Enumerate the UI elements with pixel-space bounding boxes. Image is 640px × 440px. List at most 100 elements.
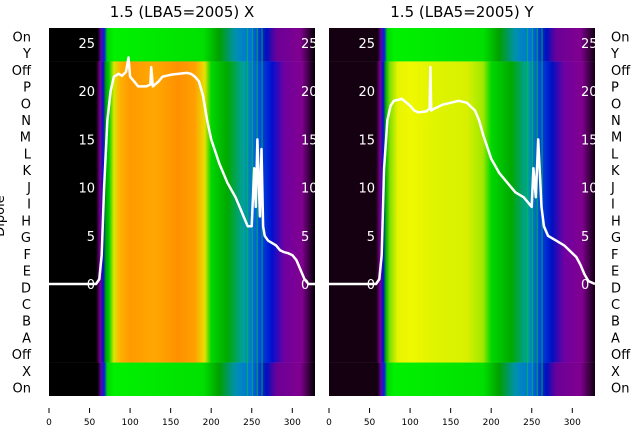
inner-y-tick-label-right: 25 (301, 37, 318, 52)
x-tick-label: 150 (442, 418, 459, 428)
row-label: N (21, 114, 31, 129)
row-label: E (23, 265, 31, 280)
heatmap-stripe (256, 28, 258, 396)
heatmap-main (49, 61, 315, 363)
inner-y-tick-label: 10 (78, 182, 95, 197)
y-axis-label: Dipole (0, 195, 8, 236)
row-label: F (611, 248, 618, 263)
inner-y-tick-label-right: 10 (581, 182, 598, 197)
heatmap-band-top (329, 28, 595, 62)
row-label: B (611, 315, 620, 330)
inner-y-tick-label: 5 (87, 230, 95, 245)
panel-x: 1.5 (LBA5=2005) X 0 0 5 5 10 10 15 15 20 20 25 25 On Y… (0, 3, 318, 428)
inner-y-tick-label-right: 5 (301, 230, 309, 245)
row-label: A (22, 331, 31, 346)
row-label: On (611, 382, 629, 397)
inner-y-tick-label-right: 0 (581, 278, 589, 293)
series-line-x (49, 56, 315, 286)
heatmap-area: 0 0 5 5 10 10 15 15 20 20 25 25 (329, 28, 598, 396)
row-label: P (611, 81, 619, 96)
inner-y-tick-label: 25 (78, 37, 95, 52)
inner-y-tick-label-right: 25 (581, 37, 598, 52)
row-label: I (27, 198, 31, 213)
row-label: H (611, 214, 621, 229)
row-label: G (21, 231, 31, 246)
inner-y-tick-label-right: 10 (301, 182, 318, 197)
inner-y-tick-label: 20 (78, 85, 95, 100)
row-label: I (611, 198, 615, 213)
x-tick-label: 0 (326, 418, 332, 428)
row-label: L (611, 147, 619, 162)
row-label: On (611, 30, 629, 45)
heatmap-main (329, 61, 595, 363)
row-label: N (611, 114, 621, 129)
panel-y: 1.5 (LBA5=2005) Y 0 0 5 5 10 10 15 15 20 20 25 25 On Y… (326, 3, 631, 428)
x-tick-label: 50 (84, 418, 96, 428)
heatmap-stripe (531, 28, 533, 396)
x-tick-label: 300 (284, 418, 301, 428)
row-label: K (611, 164, 620, 179)
row-label: D (611, 281, 621, 296)
row-label: M (20, 131, 31, 146)
row-label: X (22, 365, 31, 380)
x-tick-label: 100 (402, 418, 419, 428)
heatmap-band-top (49, 28, 315, 62)
chart-title: 1.5 (LBA5=2005) X (110, 3, 255, 21)
inner-y-tick-label: 15 (358, 133, 375, 148)
heatmap-band-bottom (329, 362, 595, 396)
inner-y-tick-label: 20 (358, 85, 375, 100)
row-label: X (611, 365, 620, 380)
row-label: H (21, 214, 31, 229)
x-tick-label: 0 (46, 418, 52, 428)
row-label: P (23, 81, 31, 96)
x-tick-label: 100 (122, 418, 139, 428)
inner-y-tick-label-right: 0 (301, 278, 309, 293)
row-label: B (22, 315, 31, 330)
x-tick-label: 200 (203, 418, 220, 428)
x-tick-label: 50 (364, 418, 376, 428)
row-label: Off (611, 64, 631, 79)
x-tick-label: 250 (523, 418, 540, 428)
row-label: M (611, 131, 622, 146)
inner-y-tick-label: 25 (358, 37, 375, 52)
heatmap-stripe (536, 28, 538, 396)
row-label: O (21, 97, 31, 112)
inner-y-tick-label: 0 (87, 278, 95, 293)
heatmap-stripe (246, 28, 249, 396)
inner-y-tick-label: 15 (78, 133, 95, 148)
x-tick-label: 250 (243, 418, 260, 428)
chart-title: 1.5 (LBA5=2005) Y (390, 3, 534, 21)
heatmap-band-bottom (49, 362, 315, 396)
row-label: D (21, 281, 31, 296)
inner-y-tick-label: 10 (358, 182, 375, 197)
row-label: J (610, 181, 615, 196)
x-tick-label: 300 (564, 418, 581, 428)
row-label: Off (12, 348, 32, 363)
row-label: G (611, 231, 621, 246)
inner-y-tick-label-right: 5 (581, 230, 589, 245)
inner-y-tick-label: 5 (367, 230, 375, 245)
x-tick-label: 150 (162, 418, 179, 428)
row-label: Y (610, 47, 619, 62)
series-line-y (329, 65, 595, 286)
row-label: C (22, 298, 31, 313)
row-label: F (24, 248, 31, 263)
row-label: J (26, 181, 31, 196)
inner-y-tick-label: 0 (367, 278, 375, 293)
row-label: Y (22, 47, 31, 62)
heatmap-area: 0 0 5 5 10 10 15 15 20 20 25 25 (49, 28, 318, 396)
row-label: A (611, 331, 620, 346)
inner-y-tick-label-right: 20 (301, 85, 318, 100)
inner-y-tick-label-right: 20 (581, 85, 598, 100)
heatmap-stripe (526, 28, 529, 396)
row-label: Off (12, 64, 32, 79)
inner-y-tick-label-right: 15 (301, 133, 318, 148)
row-label: O (611, 97, 621, 112)
row-label: Off (611, 348, 631, 363)
row-label: E (611, 265, 619, 280)
row-label: L (24, 147, 32, 162)
row-label: K (22, 164, 31, 179)
row-label: On (13, 382, 31, 397)
x-tick-label: 200 (483, 418, 500, 428)
